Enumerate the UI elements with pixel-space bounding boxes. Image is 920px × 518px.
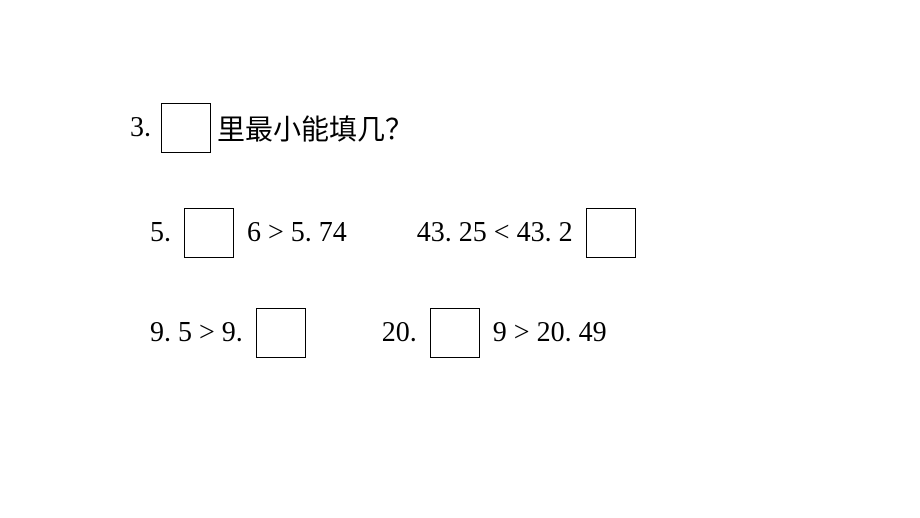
answer-box[interactable] [184,208,234,258]
problem-text-after: 9 > 20. 49 [486,317,607,349]
question-prompt: 3. 里最小能填几？ [130,103,830,153]
answer-box[interactable] [430,308,480,358]
question-text: 里最小能填几？ [217,108,413,148]
problem-1: 5. 6 > 5. 74 [150,208,347,258]
problem-2: 43. 25 < 43. 2 [417,208,642,258]
worksheet-problem: 3. 里最小能填几？ 5. 6 > 5. 74 43. 25 < 43. 2 9… [130,103,830,358]
problem-4: 20. 9 > 20. 49 [382,308,607,358]
question-example-box [161,103,211,153]
problem-text-before: 20. [382,317,424,349]
problem-row-2: 9. 5 > 9. 20. 9 > 20. 49 [150,308,830,358]
answer-box[interactable] [256,308,306,358]
problem-text-before: 5. [150,217,178,249]
problem-text-before: 43. 25 < 43. 2 [417,217,580,249]
question-number: 3. [130,112,151,144]
problem-row-1: 5. 6 > 5. 74 43. 25 < 43. 2 [150,208,830,258]
problem-text-before: 9. 5 > 9. [150,317,250,349]
problem-3: 9. 5 > 9. [150,308,312,358]
problems-grid: 5. 6 > 5. 74 43. 25 < 43. 2 9. 5 > 9. 20… [150,208,830,358]
answer-box[interactable] [586,208,636,258]
problem-text-after: 6 > 5. 74 [240,217,347,249]
